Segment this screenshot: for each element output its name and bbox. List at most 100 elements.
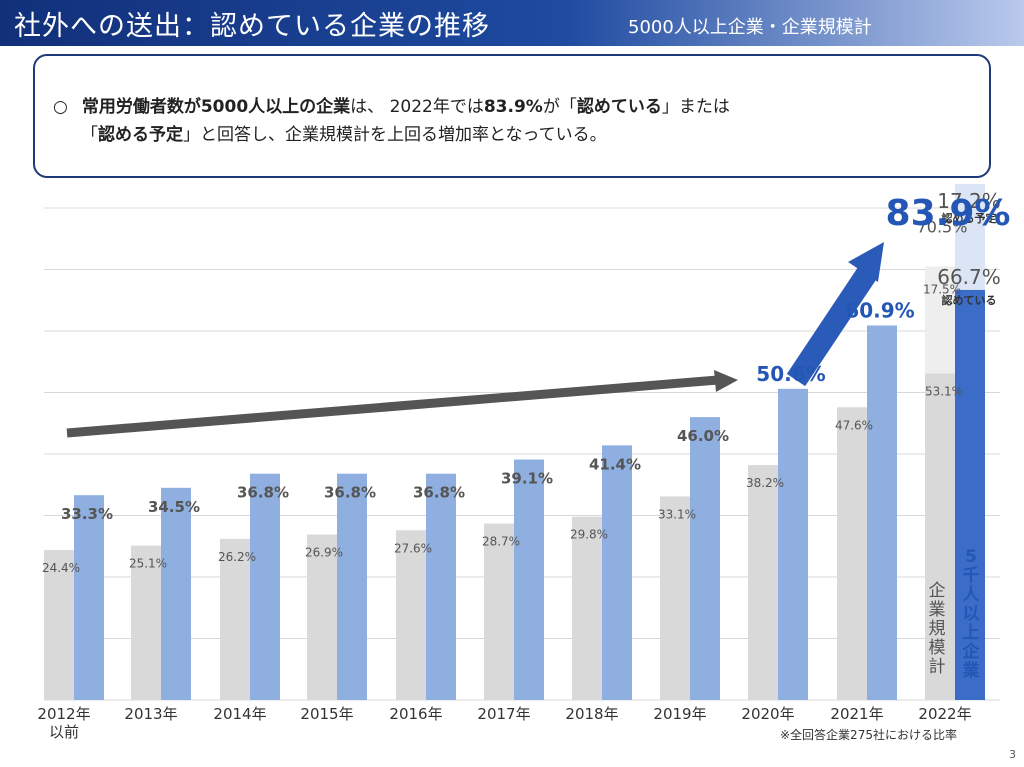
data-label-total: 29.8% (570, 528, 608, 542)
svg-text:企: 企 (929, 581, 946, 601)
bar-large (867, 325, 897, 700)
bar-total (131, 545, 161, 700)
svg-text:模: 模 (929, 638, 946, 658)
summary-subject: 常用労働者数が5000人以上の企業 (81, 97, 351, 117)
data-label-large: 34.5% (148, 498, 200, 516)
bar-total (44, 549, 74, 700)
x-tick-label: 2012年 (37, 705, 90, 723)
data-label-total: 47.6% (835, 418, 873, 432)
x-tick-label: 2018年 (565, 705, 618, 723)
data-label-large: 36.8% (237, 484, 289, 502)
data-label-large-planned: 17.2% (937, 189, 1001, 213)
data-label-total: 38.2% (746, 476, 784, 490)
series-label-total: 企業規模計 (929, 581, 946, 677)
data-label-large: 39.1% (501, 470, 553, 488)
svg-text:千: 千 (963, 566, 980, 586)
summary-planned: 認める予定 (98, 125, 183, 145)
summary-line-2: 「認める予定」と回答し、企業規模計を上回る増加率となっている。 (81, 120, 607, 145)
x-tick-label: 2015年 (300, 705, 353, 723)
svg-text:業: 業 (963, 660, 980, 681)
legend-recognized: 認めている (942, 293, 997, 307)
data-label-large: 36.8% (413, 484, 465, 502)
page-number: 3 (1009, 748, 1016, 761)
data-label-total: 25.1% (129, 557, 167, 571)
trend-arrow-gray (66, 375, 719, 438)
svg-text:5: 5 (965, 547, 977, 567)
bar-total (572, 516, 602, 700)
bar-large (602, 445, 632, 700)
bar-large (514, 459, 544, 700)
bar-total (484, 523, 514, 700)
svg-text:以: 以 (963, 604, 980, 624)
data-label-large: 33.3% (61, 505, 113, 523)
summary-line-1: ○ 常用労働者数が5000人以上の企業は、 2022年では83.9%が「認めている… (53, 92, 730, 117)
x-tick-label: 2020年 (741, 705, 794, 723)
bar-large-recognized (955, 289, 985, 700)
bar-large (426, 473, 456, 700)
bar-large (778, 388, 808, 700)
x-tick-label: 2021年 (830, 705, 883, 723)
data-label-total: 27.6% (394, 541, 432, 555)
data-label-total-planned: 17.5% (923, 282, 961, 296)
summary-text-e: 」と回答し、企業規模計を上回る増加率となっている。 (183, 125, 607, 145)
slide-subtitle: 5000人以上企業・企業規模計 (628, 17, 872, 38)
data-label-total: 24.4% (42, 561, 80, 575)
legend-planned: 認める予定 (942, 211, 997, 225)
svg-text:企: 企 (962, 641, 981, 662)
bar-total-recognized (925, 373, 955, 700)
data-label-large: 46.0% (677, 427, 729, 445)
trend-arrow-blue-head (848, 242, 884, 282)
x-tick-label: 2016年 (389, 705, 442, 723)
x-tick-label: 2017年 (477, 705, 530, 723)
trend-arrow-blue (786, 265, 878, 387)
data-label-total: 26.2% (218, 550, 256, 564)
bar-total (396, 530, 426, 700)
bar-large (250, 473, 280, 700)
data-label-total-2022: 70.5% (917, 217, 968, 236)
summary-percent: 83.9% (483, 97, 543, 117)
bar-large (161, 487, 191, 700)
bar-large (337, 473, 367, 700)
summary-text-b: が「 (542, 97, 577, 117)
data-label-large: 60.9% (845, 298, 914, 322)
bullet-circle: ○ (53, 97, 68, 117)
summary-recognized: 認めている (576, 97, 662, 117)
bar-total (220, 538, 250, 700)
bar-large (690, 417, 720, 700)
data-label-large-recognized: 66.7% (937, 265, 1001, 289)
data-label-large: 36.8% (324, 484, 376, 502)
x-tick-label: 2013年 (124, 705, 177, 723)
x-tick-label: 以前 (49, 723, 79, 741)
data-label-total: 26.9% (305, 546, 343, 560)
svg-text:上: 上 (963, 623, 980, 643)
bar-total (660, 496, 690, 700)
bar-total (837, 407, 867, 700)
summary-text-d: 「 (81, 125, 98, 145)
svg-text:計: 計 (929, 657, 946, 677)
svg-text:規: 規 (929, 619, 946, 639)
data-label-total: 33.1% (658, 507, 696, 521)
bar-total (748, 465, 778, 700)
data-label-large: 41.4% (589, 455, 641, 473)
summary-text-a: は、 2022年では (350, 97, 484, 117)
bar-large-planned (955, 184, 985, 290)
data-label-large-2022: 83.9% (886, 193, 1011, 234)
bar-total-planned (925, 266, 955, 374)
slide-title: 社外への送出：認めている企業の推移 (14, 11, 490, 42)
x-tick-label: 2022年 (918, 705, 971, 723)
svg-text:業: 業 (929, 600, 946, 620)
trend-arrow-gray-head (714, 370, 738, 392)
data-label-total-recognized: 53.1% (925, 384, 963, 398)
slide-header: 社外への送出：認めている企業の推移 5000人以上企業・企業規模計 (0, 0, 1024, 46)
summary-text-c: 」または (661, 97, 730, 117)
bar-large (74, 495, 104, 700)
x-tick-label: 2019年 (653, 705, 706, 723)
summary-callout: ○ 常用労働者数が5000人以上の企業は、 2022年では83.9%が「認めている… (33, 54, 991, 178)
bar-total (307, 534, 337, 700)
data-label-total: 28.7% (482, 534, 520, 548)
svg-text:人: 人 (963, 585, 981, 605)
x-tick-label: 2014年 (213, 705, 266, 723)
footnote: ※全回答企業275社における比率 (780, 728, 957, 742)
